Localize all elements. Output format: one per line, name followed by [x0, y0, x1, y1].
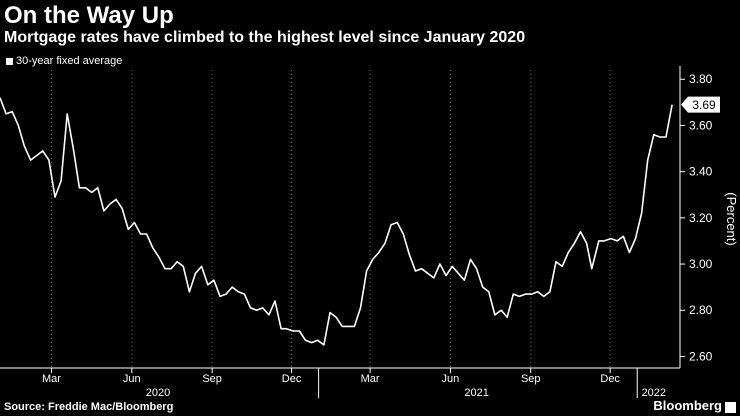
- y-tick-label: 3.00: [689, 257, 713, 271]
- last-value-label: 3.69: [692, 98, 716, 112]
- chart-title: On the Way Up: [4, 2, 174, 29]
- x-tick-label: Sep: [521, 373, 541, 385]
- y-tick-label: 3.60: [689, 118, 713, 132]
- x-tick-label: Dec: [600, 373, 620, 385]
- year-label: 2022: [642, 387, 666, 399]
- year-label: 2021: [464, 387, 488, 399]
- y-tick-label: 3.40: [689, 165, 713, 179]
- legend: 30-year fixed average: [6, 55, 122, 67]
- x-tick-label: Mar: [361, 373, 380, 385]
- brand-logo-text: Bloomberg: [653, 398, 722, 413]
- y-tick-label: 2.80: [689, 303, 713, 317]
- series-line-30-year-fixed-average: [0, 97, 673, 346]
- legend-label: 30-year fixed average: [16, 55, 123, 67]
- y-tick-label: 3.20: [689, 211, 713, 225]
- brand-mark-icon: [725, 402, 736, 413]
- y-tick-label: 2.60: [689, 349, 713, 363]
- y-tick-label: 3.80: [689, 72, 713, 86]
- x-tick-label: Mar: [42, 373, 61, 385]
- legend-swatch: [6, 57, 13, 65]
- x-tick-label: Dec: [282, 373, 302, 385]
- x-tick-label: Sep: [202, 373, 222, 385]
- source-note: Source: Freddie Mac/Bloomberg: [4, 401, 174, 413]
- x-tick-label: Jun: [123, 373, 141, 385]
- x-tick-label: Jun: [442, 373, 460, 385]
- y-axis-title: (Percent): [724, 192, 739, 245]
- last-value-callout: [681, 96, 720, 113]
- chart-subtitle: Mortgage rates have climbed to the highe…: [4, 29, 526, 46]
- year-label: 2020: [146, 387, 170, 399]
